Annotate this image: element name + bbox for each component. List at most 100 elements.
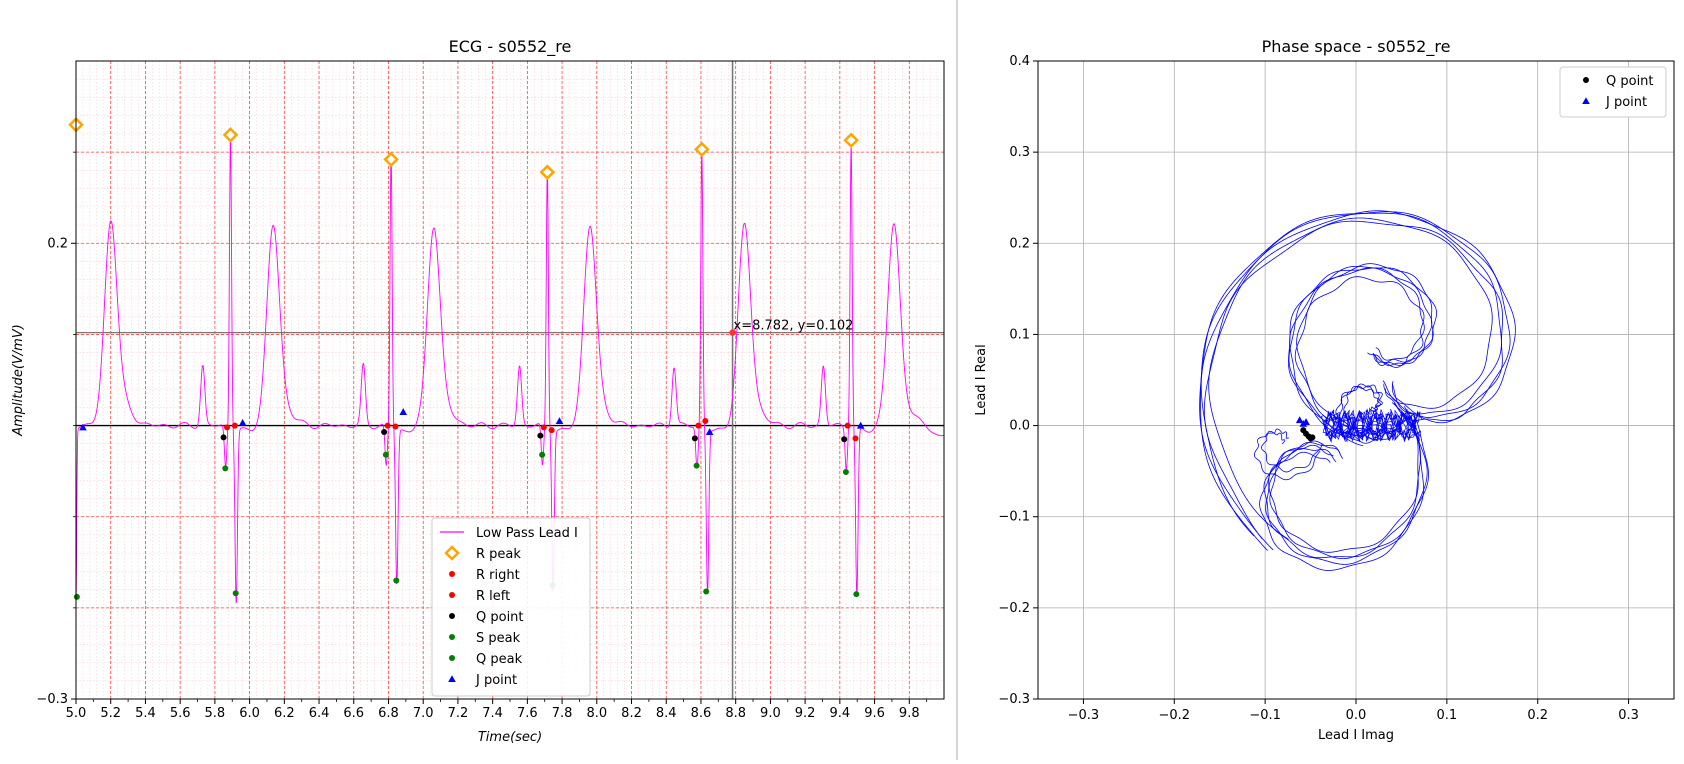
ecg-x-tick-label: 6.4 <box>309 706 330 721</box>
phase-y-tick-label: −0.3 <box>998 692 1030 707</box>
ecg-legend: Low Pass Lead I R peak R right R left Q poin… <box>431 517 591 697</box>
ecg-marker-r-left <box>224 424 231 431</box>
ecg-legend-label-s-peak: S peak <box>476 631 521 646</box>
ecg-marker-q-peak <box>842 469 849 476</box>
phase-trajectory-loop <box>1253 430 1321 481</box>
ecg-marker-r-right <box>231 422 238 429</box>
ecg-x-tick-label: 6.0 <box>239 706 260 721</box>
phase-trajectory-loop <box>1261 428 1323 473</box>
phase-origin-noise <box>1321 408 1423 444</box>
ecg-marker-r-peak <box>843 132 859 149</box>
phase-trajectory-loop <box>1259 402 1424 571</box>
ecg-x-tick-label: 7.6 <box>517 706 538 721</box>
ecg-marker-q-peak <box>222 465 229 472</box>
phase-x-tick-label: 0.0 <box>1346 708 1367 723</box>
phase-trajectory-loop <box>1263 402 1421 559</box>
ecg-x-tick-label: 9.2 <box>795 706 816 721</box>
ecg-marker-r-peak <box>694 141 710 158</box>
ecg-x-tick-label: 6.2 <box>274 706 295 721</box>
phase-trajectory-loop <box>1265 405 1428 565</box>
ecg-legend-label-q-peak: Q peak <box>476 652 523 667</box>
ecg-x-tick-label: 8.0 <box>586 706 607 721</box>
ecg-marker-r-right <box>852 435 859 442</box>
ecg-x-tick-label: 6.8 <box>378 706 399 721</box>
ecg-marker-r-peak <box>222 127 239 143</box>
phase-x-label: Lead I Imag <box>1318 728 1394 743</box>
ecg-x-tick-label: 6.6 <box>343 706 364 721</box>
ecg-marker-r-left <box>540 424 547 431</box>
phase-marker-j-point <box>1302 418 1310 425</box>
ecg-marker-j-point <box>856 421 865 429</box>
phase-trajectory-loop <box>1288 265 1434 442</box>
ecg-x-tick-label: 8.8 <box>725 706 746 721</box>
ecg-marker-q-peak <box>693 462 700 469</box>
ecg-legend-swatch-q-point <box>449 613 455 619</box>
phase-trajectory-loop <box>1200 210 1516 537</box>
ecg-marker-q-peak <box>382 451 389 458</box>
phase-y-tick-label: 0.3 <box>1009 145 1030 160</box>
phase-trajectory-loop <box>1296 263 1437 430</box>
phase-grid <box>1038 60 1674 700</box>
ecg-x-tick-label: 9.4 <box>829 706 850 721</box>
ecg-y-tick-label: −0.3 <box>36 692 68 707</box>
ecg-marker-q-point <box>537 432 544 439</box>
ecg-marker-r-right <box>702 418 709 425</box>
phase-y-tick-label: 0.0 <box>1009 419 1030 434</box>
phase-x-tick-label: 0.1 <box>1437 708 1458 723</box>
ecg-y-label: Amplitude(V/mV) <box>11 324 26 437</box>
ecg-legend-label-q-point: Q point <box>476 610 524 625</box>
phase-trajectory <box>1199 210 1516 571</box>
ecg-marker-s-peak <box>703 588 710 595</box>
ecg-legend-swatch-j-point <box>448 675 456 683</box>
ecg-x-tick-label: 7.8 <box>552 706 573 721</box>
phase-trajectory-loop <box>1294 276 1425 442</box>
phase-y-tick-label: 0.4 <box>1009 54 1030 69</box>
ecg-legend-label-j-point: J point <box>475 673 517 688</box>
ecg-marker-s-peak <box>393 577 400 584</box>
phase-x-tick-label: −0.3 <box>1068 708 1100 723</box>
ecg-marker-r-right <box>392 423 399 430</box>
ecg-marker-r-right <box>548 427 555 434</box>
phase-y-label: Lead I Real <box>974 344 989 415</box>
ecg-marker-j-point <box>705 428 714 435</box>
ecg-x-label: Time(sec) <box>478 730 542 745</box>
ecg-x-tick-label: 8.6 <box>691 706 712 721</box>
phase-trajectory-loop <box>1335 385 1409 444</box>
ecg-legend-label-low-pass-lead-i: Low Pass Lead I <box>476 526 578 541</box>
ecg-cursor-readout: x=8.782, y=0.102 <box>734 319 854 334</box>
ecg-x-tick-label: 7.4 <box>482 706 503 721</box>
phase-legend-swatch-j-point <box>1582 97 1590 105</box>
ecg-legend-label-r-left: R left <box>476 589 510 604</box>
phase-trajectory-loop <box>1208 217 1493 540</box>
ecg-marker-j-point <box>399 408 408 415</box>
phase-title: Phase space - s0552_re <box>1262 37 1451 57</box>
ecg-marker-q-point <box>381 428 388 435</box>
ecg-signal <box>75 136 945 604</box>
phase-marker-j-point <box>1295 416 1304 424</box>
ecg-x-tick-label: 5.0 <box>66 706 87 721</box>
ecg-chart: ECG - s0552_re 5.0 5.2 5.4 5.6 5.8 6.0 6.2 6.4 6… <box>11 37 945 745</box>
phase-legend-label-q-point: Q point <box>1606 74 1654 89</box>
ecg-legend-swatch-r-peak <box>444 545 460 561</box>
phase-trajectory-loop <box>1199 212 1502 551</box>
ecg-y-ticks: 0.2 −0.3 <box>36 151 76 707</box>
phase-trajectory-loop <box>1200 211 1511 551</box>
ecg-legend-label-r-peak: R peak <box>476 547 521 562</box>
ecg-x-tick-label: 9.8 <box>899 706 920 721</box>
phase-legend-swatch-q-point <box>1583 77 1589 83</box>
phase-markers <box>1295 416 1316 442</box>
phase-legend-label-j-point: J point <box>1605 95 1647 110</box>
ecg-legend-swatch-r-left <box>449 592 455 598</box>
ecg-marker-r-left <box>844 422 851 429</box>
ecg-legend-label-r-right: R right <box>476 568 520 583</box>
ecg-x-tick-label: 5.8 <box>205 706 226 721</box>
ecg-x-tick-label: 8.4 <box>656 706 677 721</box>
ecg-legend-swatch-q-peak <box>449 655 455 661</box>
ecg-marker-j-point <box>238 419 247 426</box>
ecg-marker-q-peak <box>539 451 546 458</box>
ecg-marker-r-left <box>384 422 391 429</box>
ecg-marker-s-peak <box>853 591 860 598</box>
phase-x-tick-label: −0.2 <box>1158 708 1190 723</box>
